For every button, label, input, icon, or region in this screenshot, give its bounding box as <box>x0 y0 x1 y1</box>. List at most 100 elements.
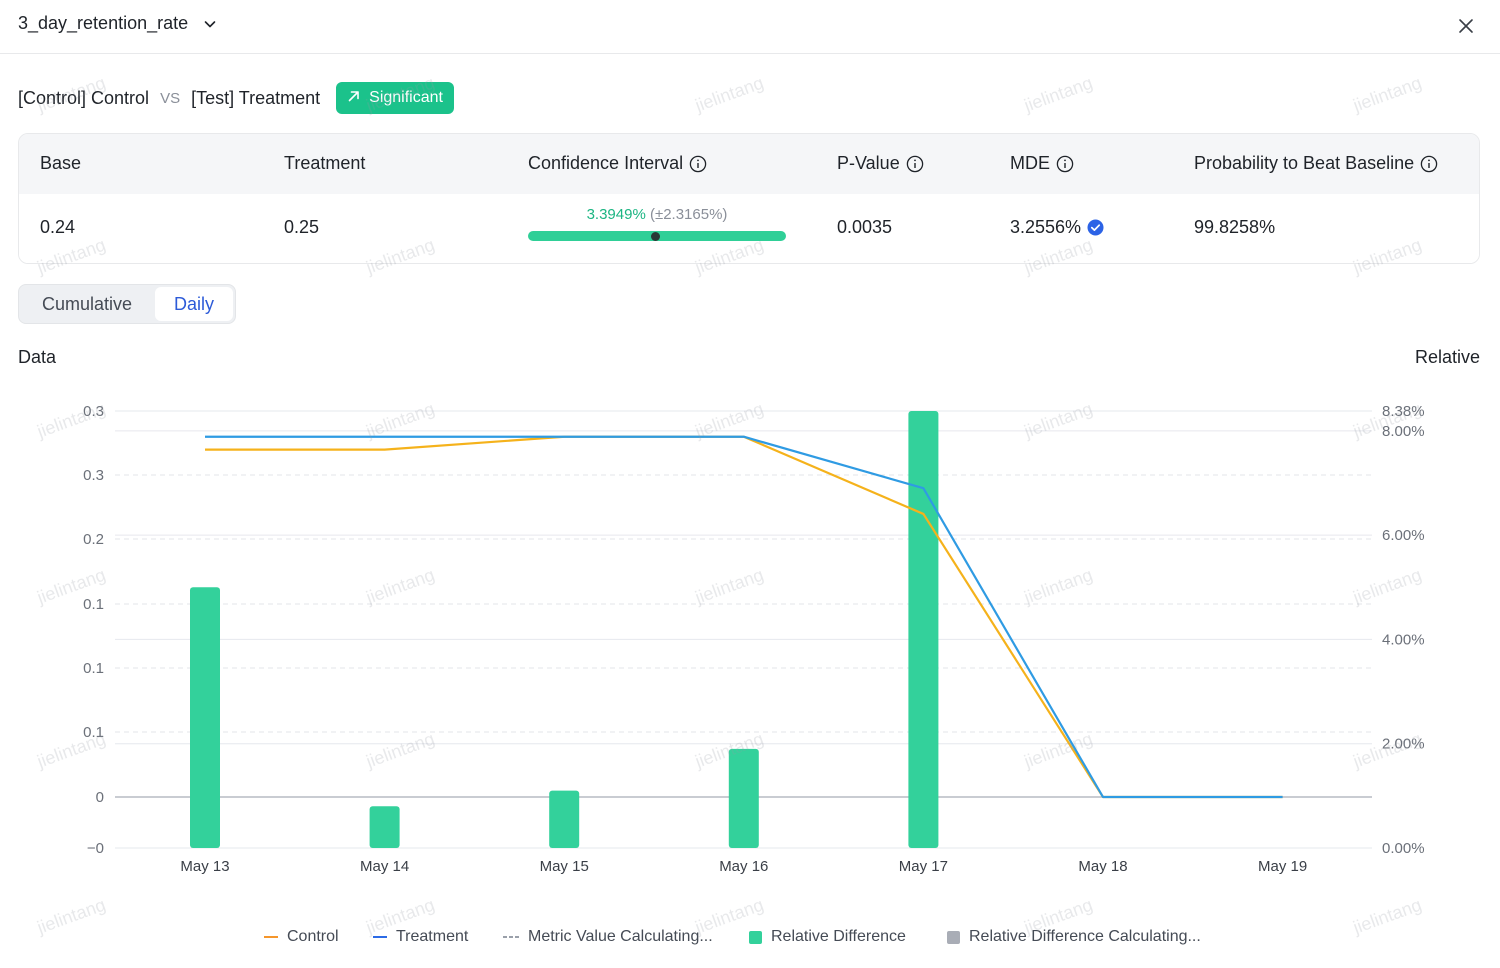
value-base: 0.24 <box>40 217 75 238</box>
right-tick-label: 4.00% <box>1382 631 1425 648</box>
treatment-value: 0.25 <box>284 217 320 237</box>
col-mde: MDE <box>1010 153 1074 174</box>
x-tick-label: May 18 <box>1078 858 1127 875</box>
col-treatment: Treatment <box>284 153 365 174</box>
legend-dash-swatch <box>503 936 519 938</box>
stats-table: Base Treatment Confidence Interval P-Val… <box>18 133 1480 264</box>
right-tick-label: 6.00% <box>1382 527 1425 544</box>
left-axis-title: Data <box>18 347 57 367</box>
bar-relative-difference <box>369 806 400 848</box>
metric-title: 3_day_retention_rate <box>18 13 189 33</box>
view-toggle: Cumulative Daily <box>18 284 236 324</box>
bar-relative-difference <box>908 411 939 848</box>
close-icon[interactable] <box>1454 14 1478 38</box>
header-confidence-interval: Confidence Interval <box>528 153 684 173</box>
arrow-up-right-icon <box>347 89 361 108</box>
chevron-down-icon <box>202 16 218 32</box>
info-icon[interactable] <box>1420 155 1438 173</box>
treatment-group-label: [Test] Treatment <box>191 87 321 108</box>
legend-relative-calculating[interactable]: Relative Difference Calculating... <box>947 924 1201 950</box>
p-value: 0.0035 <box>837 217 893 237</box>
top-bar: 3_day_retention_rate <box>0 0 1500 54</box>
metric-selector[interactable]: 3_day_retention_rate <box>18 13 218 34</box>
left-tick-label: 0 <box>96 789 104 806</box>
legend-treatment[interactable]: Treatment <box>373 924 468 950</box>
mde-value: 3.2556% <box>1010 217 1082 237</box>
header-mde: MDE <box>1010 153 1050 173</box>
col-base: Base <box>40 153 81 174</box>
left-tick-label: 0.1 <box>83 724 104 741</box>
line-treatment <box>205 435 1283 799</box>
right-axis-title: Relative <box>1414 347 1480 367</box>
header-base: Base <box>40 153 82 173</box>
legend-metric-calculating[interactable]: Metric Value Calculating... <box>503 924 713 950</box>
bar-relative-difference <box>728 748 759 848</box>
x-tick-label: May 15 <box>540 858 589 875</box>
ci-text: 3.3949% (±2.3165%) <box>528 206 786 223</box>
ci-point-estimate <box>651 232 660 241</box>
header-treatment: Treatment <box>284 153 366 173</box>
col-pvalue: P-Value <box>837 153 924 174</box>
stats-value-row: 0.24 0.25 3.3949% (±2.3165%) 0.0035 3.25… <box>19 194 1479 263</box>
chart-legend: Control Treatment Metric Value Calculati… <box>0 924 1500 950</box>
line-control <box>205 435 1283 799</box>
probability-value: 99.8258% <box>1194 217 1276 237</box>
legend-metric-calculating-label: Metric Value Calculating... <box>528 928 713 945</box>
right-tick-label: 8.38% <box>1382 403 1425 420</box>
ci-range: (±2.3165%) <box>649 206 728 223</box>
bar-relative-difference <box>549 790 580 848</box>
legend-square-swatch <box>947 930 960 944</box>
left-tick-label: 0.3 <box>83 403 104 420</box>
value-probability: 99.8258% <box>1194 217 1275 238</box>
comparison-header: [Control] Control VS [Test] Treatment Si… <box>18 82 454 114</box>
tab-daily[interactable]: Daily <box>155 287 233 321</box>
right-tick-label: 8.00% <box>1382 423 1425 440</box>
left-tick-label: 0.1 <box>83 660 104 677</box>
legend-relative-difference[interactable]: Relative Difference <box>749 924 906 950</box>
left-tick-label: 0.2 <box>83 531 104 548</box>
stats-header-row: Base Treatment Confidence Interval P-Val… <box>19 134 1479 194</box>
ci-value: 3.3949% <box>586 206 646 223</box>
legend-square-swatch <box>749 930 762 944</box>
control-group-label: [Control] Control <box>18 87 150 108</box>
value-pvalue: 0.0035 <box>837 217 892 238</box>
legend-relative-difference-label: Relative Difference <box>771 928 906 945</box>
value-mde: 3.2556% <box>1010 217 1104 238</box>
base-value: 0.24 <box>40 217 76 237</box>
left-tick-label: 0.3 <box>83 467 104 484</box>
left-tick-label: −0 <box>87 840 104 857</box>
chart-svg: 0.3 0.3 0.2 0.1 0.1 0.1 0 −0 8.38% 8.00% 6.00% 4.00… <box>83 403 1425 875</box>
watermark: jielintang <box>1021 72 1096 116</box>
significant-badge-label: Significant <box>369 89 443 106</box>
tab-cumulative[interactable]: Cumulative <box>41 293 133 314</box>
x-tick-label: May 19 <box>1258 858 1307 875</box>
significant-badge: Significant <box>336 82 454 114</box>
legend-control-label: Control <box>287 928 339 945</box>
x-tick-label: May 13 <box>180 858 229 875</box>
legend-control[interactable]: Control <box>264 924 339 950</box>
info-icon[interactable] <box>1056 155 1074 173</box>
watermark: jielintang <box>692 72 767 116</box>
right-tick-label: 2.00% <box>1382 736 1425 753</box>
right-tick-label: 0.00% <box>1382 840 1425 857</box>
daily-chart: 0.3 0.3 0.2 0.1 0.1 0.1 0 −0 8.38% 8.00% 6.00% 4.00… <box>0 380 1500 890</box>
vs-label: VS <box>160 89 181 107</box>
legend-line-swatch <box>264 936 278 938</box>
value-treatment: 0.25 <box>284 217 319 238</box>
check-circle-icon <box>1087 219 1104 236</box>
header-probability-to-beat-baseline: Probability to Beat Baseline <box>1194 153 1415 173</box>
confidence-interval-widget: 3.3949% (±2.3165%) <box>528 206 786 242</box>
x-tick-label: May 17 <box>899 858 948 875</box>
legend-treatment-label: Treatment <box>396 928 469 945</box>
info-icon[interactable] <box>906 155 924 173</box>
legend-line-swatch <box>373 936 387 938</box>
header-p-value: P-Value <box>837 153 900 173</box>
legend-relative-calculating-label: Relative Difference Calculating... <box>969 928 1201 945</box>
watermark: jielintang <box>1350 72 1425 116</box>
col-probability: Probability to Beat Baseline <box>1194 153 1438 174</box>
x-tick-label: May 16 <box>719 858 768 875</box>
left-tick-label: 0.1 <box>83 596 104 613</box>
bar-relative-difference <box>190 587 220 848</box>
info-icon[interactable] <box>689 155 707 173</box>
col-ci: Confidence Interval <box>528 153 707 174</box>
